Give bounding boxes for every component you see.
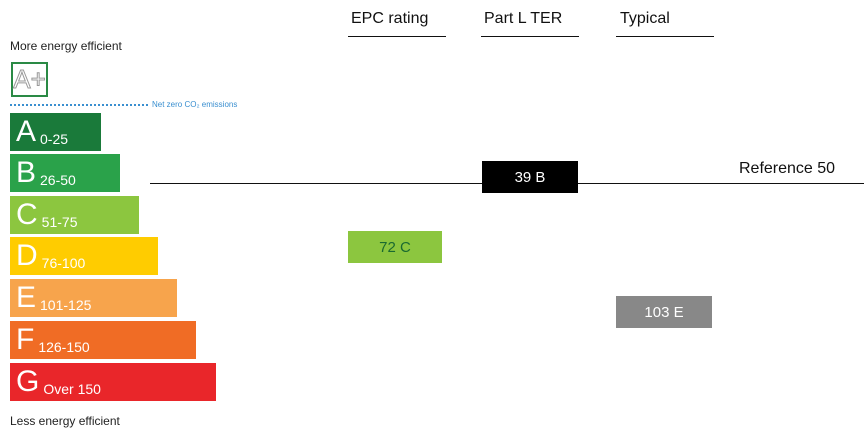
band-e: E 101-125 [10,279,177,317]
band-f: F 126-150 [10,321,196,359]
rating-box: 72 C [348,231,442,263]
rating-box: 103 E [616,296,712,328]
band-range: 51-75 [41,214,78,230]
band-b: B 26-50 [10,154,120,192]
top-label: More energy efficient [10,39,122,53]
band-d: D 76-100 [10,237,158,275]
band-range: 101-125 [40,297,92,313]
band-letter: E [16,281,37,314]
band-letter: B [16,156,37,189]
column-header: Typical [616,10,714,37]
column-header: EPC rating [348,10,446,37]
band-letter: D [16,239,38,272]
band-range: Over 150 [43,381,101,397]
band-letter: C [16,198,38,231]
net-zero-line [10,104,148,106]
net-zero-label: Net zero CO₂ emissions [152,100,238,109]
band-a: A 0-25 [10,113,101,151]
bottom-label: Less energy efficient [10,414,120,428]
rating-box: 39 B [482,161,578,193]
band-range: 126-150 [38,339,90,355]
band-range: 76-100 [41,255,86,271]
band-letter: G [16,365,40,398]
column-header: Part L TER [481,10,579,37]
band-g: G Over 150 [10,363,216,401]
band-range: 26-50 [40,172,76,188]
reference-label: Reference 50 [739,160,836,177]
band-range: 0-25 [40,131,69,147]
band-letter: F [16,323,35,356]
a-plus-badge: A+ [11,62,48,97]
band-c: C 51-75 [10,196,139,234]
band-letter: A [16,115,37,148]
